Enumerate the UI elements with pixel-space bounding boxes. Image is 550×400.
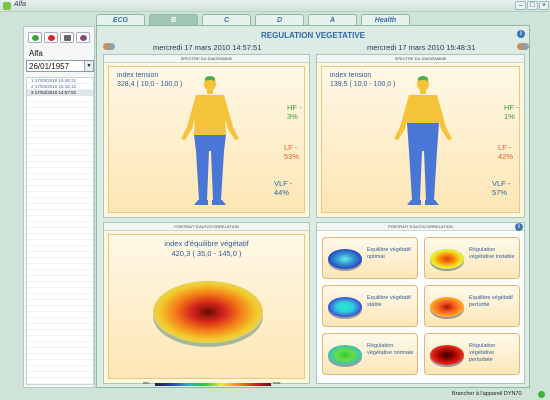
panel-header: PORTRAIT D'AUTOCORRELATION: [104, 223, 309, 231]
delete-icon: [48, 35, 55, 41]
legend-label: Régulation végétative perturbée: [469, 343, 496, 363]
autocorrelation-portrait: [153, 281, 263, 343]
legend-label: Equilibre végétatif stable: [367, 295, 411, 308]
print-button[interactable]: [60, 32, 74, 43]
legend-swatch: [328, 297, 362, 317]
tab-b[interactable]: B: [149, 14, 198, 25]
info-icon[interactable]: i: [515, 223, 523, 231]
left-spectrum-panel: SPECTRE DU DIAGRAMME index tension 328,4…: [103, 54, 310, 218]
close-window-button[interactable]: ×: [539, 1, 549, 10]
tab-health[interactable]: Health: [361, 14, 410, 25]
tab-d[interactable]: D: [255, 14, 304, 25]
spectrum-area: index tension 139,5 ( 10,0 - 100,0 ) HF …: [321, 66, 520, 213]
legend-card: Régulation végétative normale: [322, 333, 418, 375]
vlf-percentage: VLF - 44%: [274, 179, 293, 197]
legend-label: Régulation végétative normale: [367, 343, 414, 356]
birth-date-select[interactable]: 26/01/1957 ▼: [26, 60, 94, 72]
legend-label: Régulation végétative instable: [469, 247, 515, 260]
index-tension-block: index tension 328,4 ( 10,0 - 100,0 ): [117, 71, 182, 89]
app-logo-icon: [3, 2, 11, 10]
tab-ecg[interactable]: ECG: [96, 14, 145, 25]
patient-sidebar: Alfa 26/01/1957 ▼ 1 17/03/2010 15:48:31 …: [23, 26, 95, 388]
legend-swatch: [430, 249, 464, 269]
index-tension-label: index tension: [117, 72, 159, 79]
window-title: Alfa: [14, 1, 27, 8]
legend-card: Régulation végétative instable: [424, 237, 520, 279]
color-scale: [155, 383, 271, 386]
equilibrium-label: index d'équilibre végétatif: [164, 239, 249, 248]
add-icon: [32, 35, 39, 41]
page-title: REGULATION VEGETATIVE: [260, 31, 365, 40]
connection-status-icon: [538, 391, 545, 398]
legend-card: Equilibre végétatif optimal: [322, 237, 418, 279]
session-item[interactable]: 1 17/03/2010 15:48:31: [31, 78, 77, 83]
session-item-selected[interactable]: 3 17/03/2010 14:57:51: [27, 90, 93, 96]
legend-label: Equilibre végétatif perturbé: [469, 295, 513, 308]
pencil-icon[interactable]: [517, 43, 529, 50]
index-tension-value: 328,4 ( 10,0 - 100,0 ): [117, 81, 183, 88]
minimize-button[interactable]: –: [515, 1, 526, 10]
printer-icon: [64, 35, 71, 41]
window-titlebar: Alfa – □ ×: [0, 0, 550, 12]
panel-header: PORTRAIT D'AUTOCORRELATION: [317, 223, 524, 231]
chevron-down-icon[interactable]: ▼: [84, 61, 93, 71]
legend-swatch: [328, 249, 362, 269]
legend-swatch: [430, 297, 464, 317]
patient-name: Alfa: [29, 49, 43, 58]
lf-percentage: LF - 42%: [498, 143, 514, 161]
add-button[interactable]: [28, 32, 42, 43]
index-tension-label: index tension: [330, 72, 372, 79]
index-tension-value: 139,5 ( 10,0 - 100,0 ): [330, 81, 396, 88]
legend-label: Equilibre végétatif optimal: [367, 247, 411, 260]
legend-card: Equilibre végétatif stable: [322, 285, 418, 327]
tab-bar: ECG B C D A Health: [96, 14, 414, 25]
edit-button[interactable]: [76, 32, 90, 43]
autocorrelation-panel: PORTRAIT D'AUTOCORRELATION index d'équil…: [103, 222, 310, 386]
hf-percentage: HF - 3%: [287, 103, 302, 121]
delete-button[interactable]: [44, 32, 58, 43]
equilibrium-index: index d'équilibre végétatif 420,3 ( 35,0…: [109, 239, 304, 259]
portrait-area: index d'équilibre végétatif 420,3 ( 35,0…: [108, 234, 305, 386]
session-list[interactable]: 1 17/03/2010 15:48:31 2 17/03/2010 15:16…: [26, 77, 94, 385]
lf-percentage: LF - 53%: [284, 143, 300, 161]
maximize-button[interactable]: □: [527, 1, 538, 10]
help-icon[interactable]: i: [517, 30, 525, 38]
body-figure: [394, 76, 452, 205]
legend-panel: PORTRAIT D'AUTOCORRELATION i Equilibre v…: [316, 222, 525, 384]
legend-swatch: [328, 345, 362, 365]
vlf-percentage: VLF - 57%: [492, 179, 511, 197]
legend-card: Régulation végétative perturbée: [424, 333, 520, 375]
status-text: Brancher à l'appareil DYN70: [452, 391, 522, 397]
left-timestamp: mercredi 17 mars 2010 14:57:51: [153, 43, 262, 52]
birth-date-value: 26/01/1957: [29, 62, 70, 71]
tab-c[interactable]: C: [202, 14, 251, 25]
panel-header: SPECTRE DU DIAGRAMME: [104, 55, 309, 63]
main-panel: REGULATION VEGETATIVE i mercredi 17 mars…: [96, 25, 530, 388]
scale-max-label: max: [273, 380, 281, 385]
pencil-icon[interactable]: [103, 43, 115, 50]
index-tension-block: index tension 139,5 ( 10,0 - 100,0 ): [330, 71, 395, 89]
pencil-icon: [80, 35, 87, 41]
panel-header: SPECTRE DU DIAGRAMME: [317, 55, 524, 63]
session-item[interactable]: 2 17/03/2010 15:16:12: [31, 84, 77, 89]
legend-swatch: [430, 345, 464, 365]
body-figure: [181, 76, 239, 205]
tab-a[interactable]: A: [308, 14, 357, 25]
equilibrium-value: 420,3 ( 35,0 - 145,0 ): [171, 249, 242, 258]
right-timestamp: mercredi 17 mars 2010 15:48:31: [367, 43, 476, 52]
spectrum-area: index tension 328,4 ( 10,0 - 100,0 ) HF …: [108, 66, 305, 213]
legend-card: Equilibre végétatif perturbé: [424, 285, 520, 327]
right-spectrum-panel: SPECTRE DU DIAGRAMME index tension 139,5…: [316, 54, 525, 218]
hf-percentage: HF - 1%: [504, 103, 519, 121]
scale-min-label: min: [143, 380, 150, 385]
